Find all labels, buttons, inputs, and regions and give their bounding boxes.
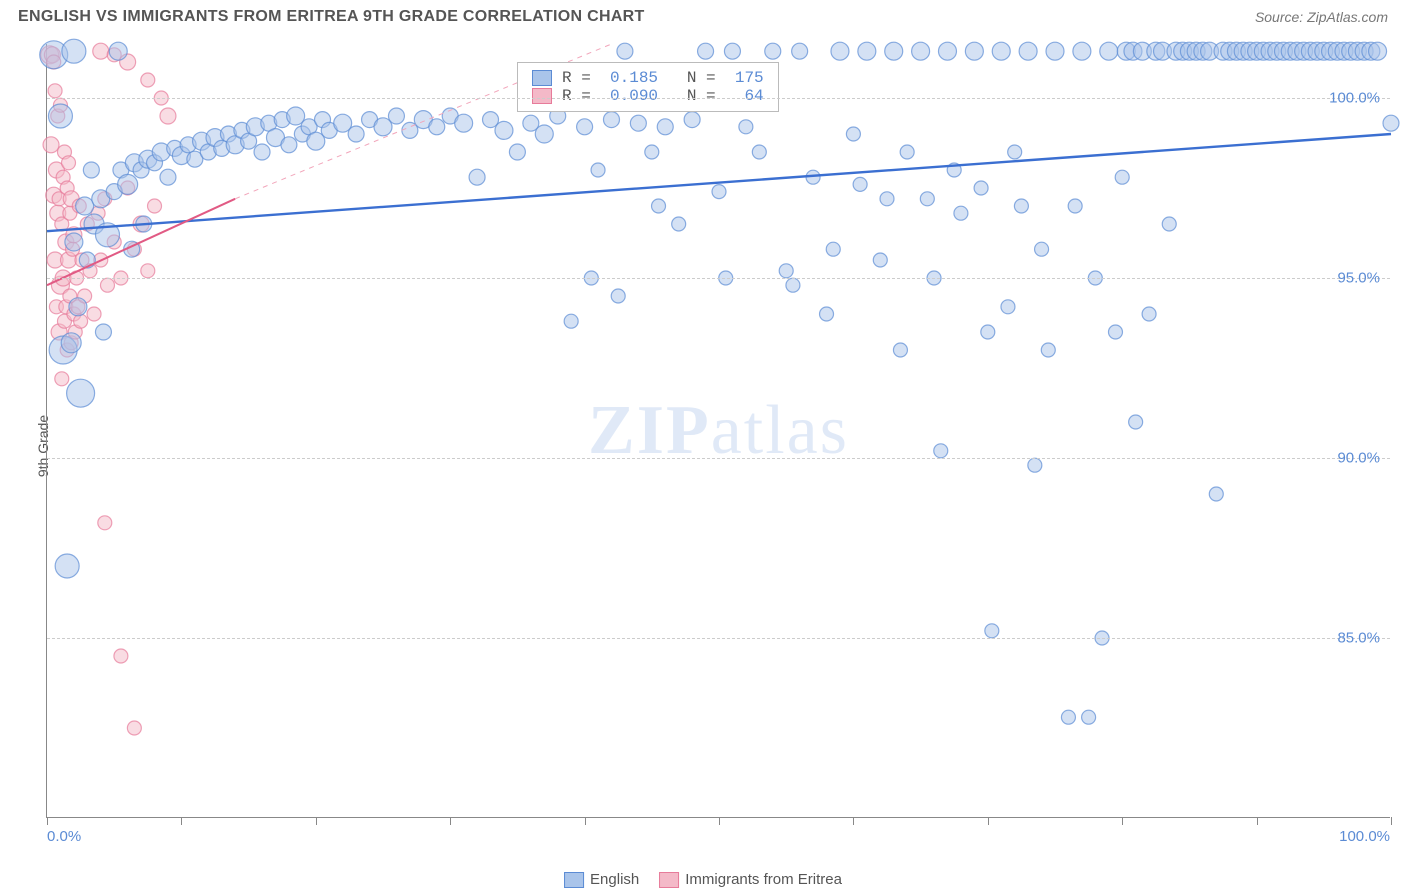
legend-label: English bbox=[590, 871, 639, 888]
y-tick-label: 85.0% bbox=[1337, 630, 1380, 647]
x-tick bbox=[585, 817, 586, 825]
y-tick-label: 95.0% bbox=[1337, 270, 1380, 287]
legend-swatch bbox=[564, 872, 584, 888]
gridline bbox=[47, 278, 1390, 279]
x-tick bbox=[719, 817, 720, 825]
x-tick bbox=[988, 817, 989, 825]
legend-item: Immigrants from Eritrea bbox=[659, 871, 842, 888]
chart-plot-area: ZIPatlas R = 0.185 N = 175R = 0.090 N = … bbox=[46, 44, 1390, 818]
y-tick-label: 90.0% bbox=[1337, 450, 1380, 467]
y-tick-label: 100.0% bbox=[1329, 90, 1380, 107]
x-tick bbox=[181, 817, 182, 825]
legend-swatch bbox=[659, 872, 679, 888]
stats-legend-box: R = 0.185 N = 175R = 0.090 N = 64 bbox=[517, 62, 779, 112]
x-tick-label-right: 100.0% bbox=[1339, 828, 1390, 845]
source-label: Source: ZipAtlas.com bbox=[1255, 9, 1388, 25]
x-tick bbox=[1122, 817, 1123, 825]
x-tick bbox=[1391, 817, 1392, 825]
gridline bbox=[47, 458, 1390, 459]
legend-item: English bbox=[564, 871, 639, 888]
chart-title: ENGLISH VS IMMIGRANTS FROM ERITREA 9TH G… bbox=[18, 8, 645, 26]
bottom-legend: English Immigrants from Eritrea bbox=[564, 871, 842, 888]
x-tick bbox=[47, 817, 48, 825]
x-tick bbox=[853, 817, 854, 825]
stats-row: R = 0.185 N = 175 bbox=[532, 69, 764, 87]
x-tick-label-left: 0.0% bbox=[47, 828, 81, 845]
legend-label: Immigrants from Eritrea bbox=[685, 871, 842, 888]
stats-row: R = 0.090 N = 64 bbox=[532, 87, 764, 105]
x-tick bbox=[316, 817, 317, 825]
gridline bbox=[47, 638, 1390, 639]
scatter-plot-svg bbox=[47, 44, 1390, 817]
x-tick bbox=[1257, 817, 1258, 825]
legend-swatch bbox=[532, 88, 552, 104]
x-tick bbox=[450, 817, 451, 825]
legend-swatch bbox=[532, 70, 552, 86]
gridline bbox=[47, 98, 1390, 99]
